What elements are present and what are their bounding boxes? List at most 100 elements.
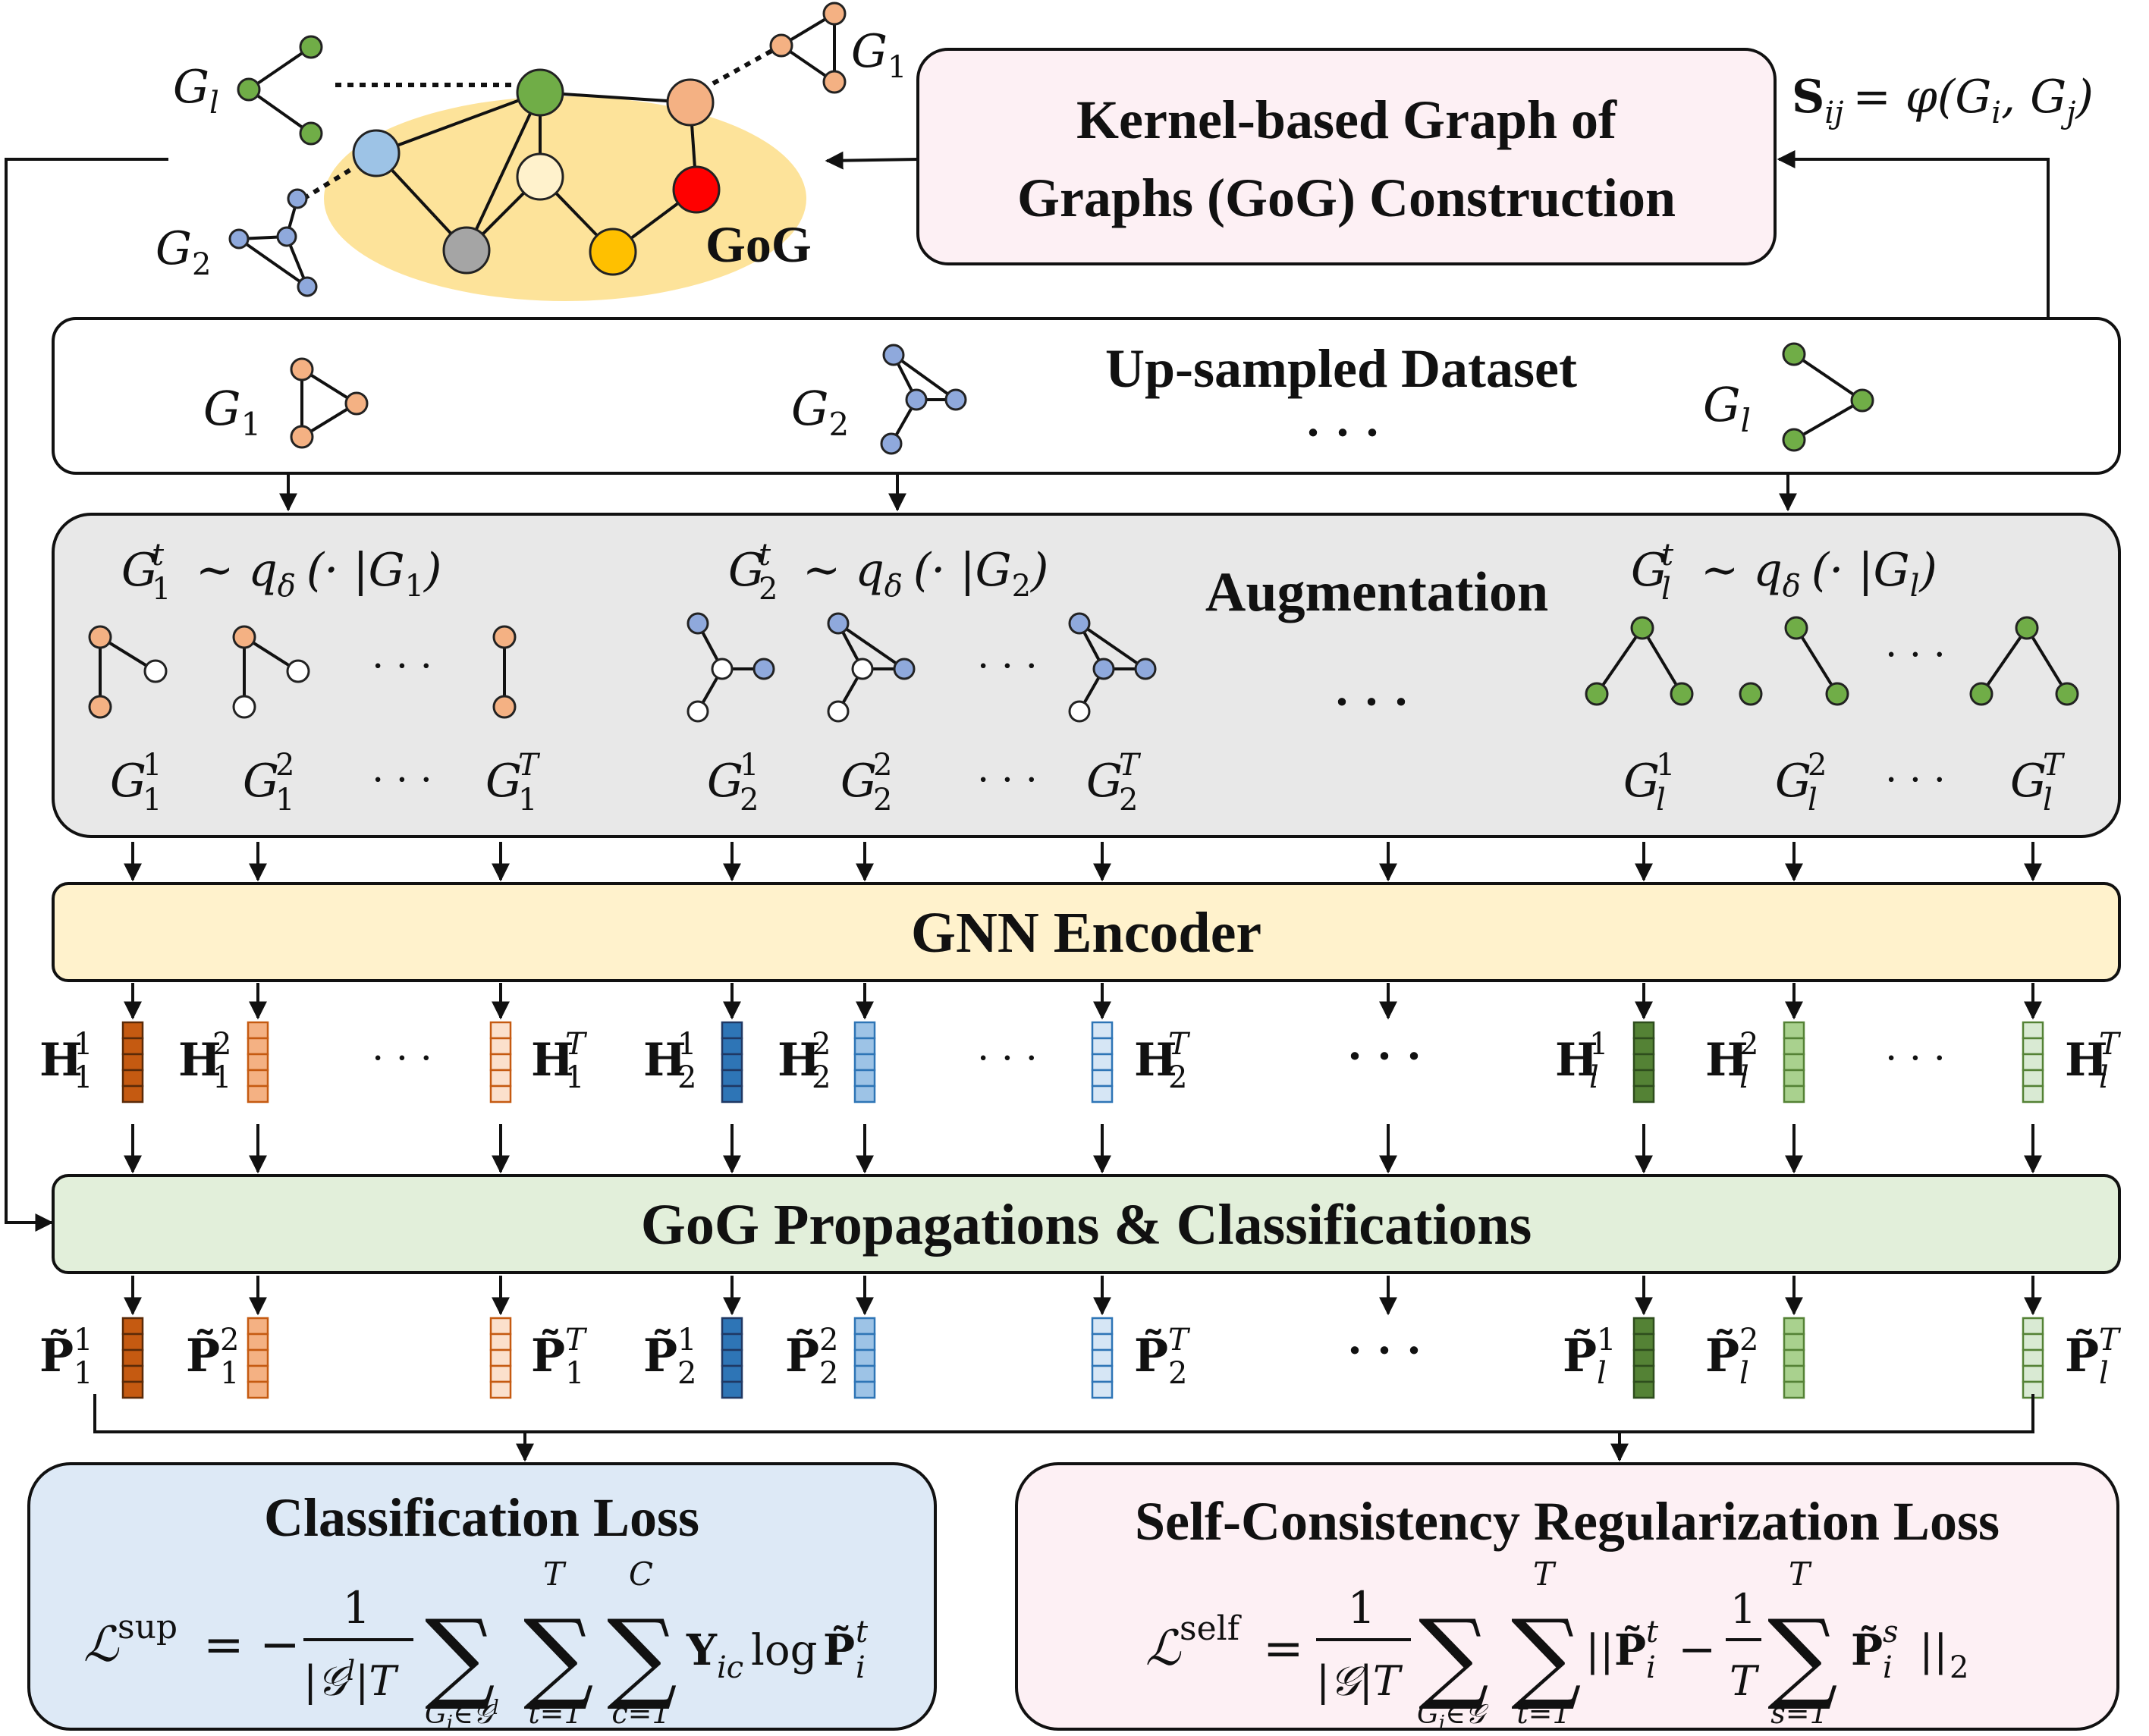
- vector-label: H: [1134, 1034, 1177, 1087]
- svg-text:P̃: P̃: [1851, 1625, 1883, 1675]
- prediction-vector: [121, 1317, 144, 1399]
- vector-label-sub: 2: [819, 1356, 838, 1391]
- svg-text:G: G: [1631, 544, 1667, 597]
- vector-label-sub: l: [1589, 1060, 1599, 1095]
- svg-text:G: G: [1086, 755, 1123, 808]
- vector-label-sup: 1: [1589, 1027, 1608, 1062]
- vector-label-sub: 2: [677, 1060, 696, 1095]
- prediction-vector: [1091, 1317, 1114, 1399]
- self-consistency-loss-title: Self-Consistency Regularization Loss: [1135, 1491, 2000, 1552]
- svg-text:i: i: [856, 1650, 866, 1685]
- svg-text:=: =: [1263, 1621, 1304, 1677]
- prediction-vector: [721, 1317, 743, 1399]
- vector-label: P̃: [1705, 1329, 1739, 1383]
- vector-label: H: [643, 1034, 686, 1087]
- embedding-vector: [121, 1021, 144, 1103]
- svg-text:||: ||: [1585, 1626, 1614, 1675]
- ellipsis: · · ·: [977, 1036, 1037, 1080]
- upsampled-dataset-box: [52, 317, 2121, 475]
- svg-text:ℒ: ℒ: [1145, 1621, 1182, 1677]
- svg-text:t: t: [152, 538, 165, 573]
- vector-label-sub: 2: [1168, 1356, 1187, 1391]
- svg-text:1: 1: [143, 748, 162, 783]
- svg-text:∑: ∑: [1419, 1598, 1489, 1713]
- gog-illustration: GoG Gl G1 G2: [156, 2, 906, 301]
- vector-label-sup: 1: [74, 1323, 93, 1358]
- augmentation-mid-dots: · · ·: [1334, 677, 1408, 727]
- svg-text:l: l: [2043, 783, 2053, 818]
- svg-text:t=1: t=1: [528, 1697, 582, 1730]
- svg-text:G: G: [110, 755, 146, 808]
- svg-text:G: G: [243, 755, 279, 808]
- svg-text:Gl: Gl: [1703, 377, 1751, 439]
- classification-loss-title: Classification Loss: [264, 1487, 699, 1548]
- embedding-vector: [247, 1021, 269, 1103]
- vector-label: P̃: [186, 1329, 220, 1383]
- svg-text:G: G: [1775, 755, 1811, 808]
- gog-node-red: [672, 165, 721, 214]
- vector-label-sub: l: [1739, 1356, 1749, 1391]
- svg-text:2: 2: [1119, 783, 1138, 818]
- vector-label-sub: l: [2099, 1356, 2109, 1391]
- aug-g2-T: [1068, 612, 1157, 723]
- prediction-vector: [1783, 1317, 1805, 1399]
- svg-text:∼ qδ(· |G2): ∼ qδ (· |G2): [803, 544, 1048, 604]
- propagation-box: [52, 1174, 2121, 1274]
- svg-text:t: t: [1661, 538, 1674, 573]
- vector-label-sup: 2: [812, 1027, 831, 1062]
- vector-label-sub: l: [2099, 1060, 2109, 1095]
- svg-text:P̃: P̃: [1614, 1625, 1646, 1675]
- vector-label-sup: T: [1168, 1323, 1191, 1358]
- svg-text:∼ qδ(· |G1): ∼ qδ (· |G1): [196, 544, 441, 604]
- svg-text:1: 1: [740, 748, 759, 783]
- dataset-graph-gl: [1782, 342, 1874, 452]
- embedding-vector: [853, 1021, 876, 1103]
- svg-text:1: 1: [343, 1582, 371, 1634]
- svg-text:∑: ∑: [1767, 1598, 1838, 1713]
- svg-text:s: s: [1883, 1615, 1899, 1650]
- svg-text:||: ||: [1919, 1626, 1948, 1675]
- svg-text:log: log: [751, 1626, 817, 1675]
- svg-text:∼ qδ(· |Gl): ∼ qδ (· |Gl): [1701, 544, 1937, 604]
- vector-label: P̃: [531, 1329, 565, 1383]
- svg-text:c=1: c=1: [611, 1697, 670, 1730]
- svg-text:1: 1: [143, 783, 162, 818]
- propagation-title: GoG Propagations & Classifications: [641, 1193, 1532, 1257]
- prediction-vector: [1632, 1317, 1655, 1399]
- prediction-vector: [853, 1317, 876, 1399]
- prediction-row: P̃ 11 P̃ 21 P̃ T1 P̃ 12 P̃ 22 P̃ T2 P̃ 1l P̃ 2l P̃ Tl· · …: [39, 1317, 2122, 1399]
- svg-text:1: 1: [518, 783, 537, 818]
- svg-text:∑: ∑: [607, 1598, 677, 1713]
- kernel-title-line1: Kernel-based Graph of: [1076, 89, 1617, 150]
- svg-text:· · ·: · · ·: [372, 758, 432, 802]
- svg-text:T: T: [1533, 1555, 1557, 1593]
- gnn-encoder-box: [52, 882, 2121, 982]
- vector-label-sup: 1: [74, 1027, 93, 1062]
- upsampled-title: Up-sampled Dataset: [1105, 338, 1577, 399]
- svg-text:|𝒢|T: |𝒢|T: [1316, 1657, 1403, 1705]
- svg-text:· · ·: · · ·: [1885, 758, 1945, 802]
- vector-label-sub: l: [1597, 1356, 1607, 1391]
- vector-label-sub: 2: [812, 1060, 831, 1095]
- vector-label-sup: 1: [677, 1323, 696, 1358]
- aug-g1-2: [232, 625, 310, 719]
- self-consistency-loss-box: [1015, 1462, 2119, 1731]
- svg-text:G: G: [485, 755, 522, 808]
- vector-label-sup: T: [565, 1027, 588, 1062]
- svg-text:i: i: [1646, 1650, 1656, 1685]
- augmentation-dist-2: G t 2 ∼ qδ (· |G2): [728, 538, 1048, 607]
- svg-text:2: 2: [740, 783, 759, 818]
- svg-text:G1: G1: [203, 381, 261, 443]
- embedding-row: H11 H21 HT1 H12 H22 HT2 H1l H2l HTl· · · · · · · ·…: [39, 1021, 2122, 1103]
- vector-label: H: [531, 1034, 574, 1087]
- svg-text:G: G: [2010, 755, 2047, 808]
- gog-label: GoG: [705, 215, 812, 273]
- embedding-vector: [1091, 1021, 1114, 1103]
- svg-text:G: G: [707, 755, 743, 808]
- svg-text:G: G: [1623, 755, 1660, 808]
- svg-text:l: l: [1656, 783, 1666, 818]
- aug-gl-1: [1585, 616, 1694, 706]
- svg-text:= −: = −: [203, 1617, 300, 1673]
- vector-label: P̃: [785, 1329, 819, 1383]
